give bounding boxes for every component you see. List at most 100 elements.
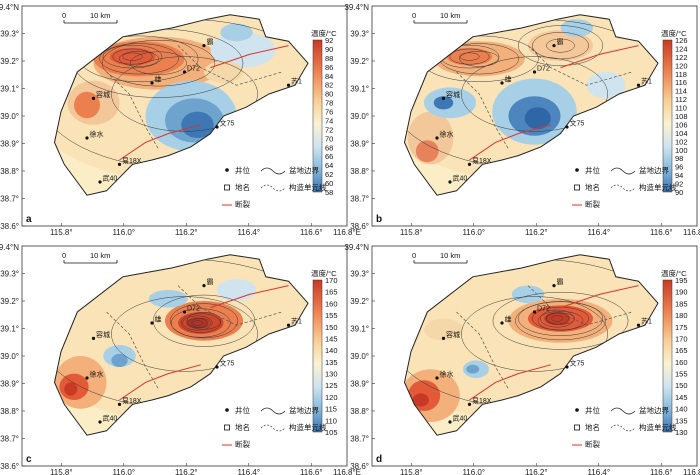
lon-tick-label: 116.6° [300, 468, 323, 475]
colour-bar-tick: 140 [325, 346, 338, 355]
lat-tick-label: 39.3° [350, 270, 369, 279]
lat-tick-label: 38.7° [350, 195, 369, 204]
colour-bar-tick: 170 [675, 334, 688, 343]
colour-bar-tick: 124 [675, 44, 688, 53]
well-marker [467, 402, 472, 406]
colour-bar [312, 279, 323, 433]
legend-tectonic: 构造单元线 [289, 182, 327, 192]
fault-line [560, 285, 639, 309]
place-label-ba: 霸 [207, 278, 214, 286]
legend-place: 地名 [585, 182, 600, 192]
place-label-rong: 容城 [446, 330, 460, 339]
well-marker [448, 180, 452, 184]
colour-bar-tick: 90 [325, 45, 333, 54]
place-label-rong: 容城 [96, 330, 110, 339]
colour-bar-tick: 135 [325, 358, 338, 367]
legend-tectonic-symbol [260, 184, 286, 192]
place-label-su1: 苏1 [641, 77, 652, 86]
lat-tick-label: 39.0° [350, 112, 369, 121]
contour-line [130, 51, 187, 75]
lat-tick-label: 39.0° [350, 352, 369, 361]
lat-tick-label: 39.3° [0, 30, 19, 39]
lon-end-label: 116.8°E [683, 228, 700, 237]
lon-tick-label: 115.8° [400, 468, 423, 475]
well-marker [85, 376, 89, 380]
place-label-wen75: 文75 [220, 359, 235, 368]
basin-boundary [403, 254, 659, 436]
colour-bar-tick: 62 [325, 170, 333, 179]
temperature-anomaly [217, 279, 256, 301]
legend-well-symbol [575, 408, 579, 412]
tectonic-unit-line [456, 71, 509, 150]
legend-boundary-symbol [260, 407, 286, 415]
contour-line [122, 52, 143, 61]
lat-tick-label: 38.9° [0, 140, 19, 149]
lat-tick-label: 38.9° [350, 380, 369, 389]
colour-bar-tick: 130 [325, 370, 338, 379]
legend-boundary: 盆地边界 [289, 405, 319, 415]
temperature-anomaly [424, 318, 463, 341]
colour-bar-tick: 108 [675, 112, 688, 121]
place-label-d72: D72 [537, 66, 550, 73]
panel-letter: b [376, 214, 382, 225]
well-marker [91, 336, 96, 340]
place-label-rong: 容城 [446, 90, 460, 99]
legend-boundary: 盆地边界 [639, 405, 669, 415]
scale-distance: 10 km [90, 251, 110, 260]
well-marker [91, 96, 96, 100]
contour-line [99, 43, 179, 75]
place-label-wen75: 文75 [570, 359, 585, 368]
colour-bar-tick: 58 [325, 188, 333, 197]
contour-line [537, 311, 584, 331]
lat-tick-label: 38.8° [0, 167, 19, 176]
colour-bar-top: 195 [675, 276, 688, 285]
lat-tick-label: 39.3° [350, 30, 369, 39]
colour-bar-tick: 118 [675, 70, 687, 79]
colour-bar-tick: 104 [675, 129, 688, 138]
lat-tick-label: 38.6° [0, 222, 19, 231]
contour-line [546, 38, 575, 53]
colour-bar-tick: 78 [325, 99, 333, 108]
legend-title: 温度/°C [311, 28, 337, 38]
lon-tick-label: 116.0° [462, 228, 485, 237]
place-label-xushui: 徐水 [90, 130, 104, 139]
lon-tick-label: 116.2° [175, 228, 198, 237]
place-label-su1: 苏1 [641, 317, 652, 326]
tectonic-unit-line [106, 71, 159, 150]
lon-tick-label: 116.4° [237, 228, 260, 237]
well-marker [85, 136, 89, 140]
colour-bar-tick: 68 [325, 143, 333, 152]
place-label-xushui: 徐水 [440, 130, 454, 139]
fault-line [469, 364, 551, 401]
legend-fault: 断裂 [235, 199, 250, 209]
well-marker [150, 321, 154, 325]
lat-tick-label: 38.7° [350, 435, 369, 444]
colour-bar-tick: 80 [325, 90, 333, 99]
colour-bar-tick: 90 [675, 188, 683, 197]
contour-line [111, 56, 258, 132]
contour-line [111, 296, 258, 372]
lon-tick-label: 115.8° [50, 468, 73, 475]
place-label-xiong: 雄 [505, 315, 512, 324]
lat-tick-label: 38.6° [350, 462, 369, 471]
well-marker [215, 125, 219, 129]
well-marker [552, 44, 556, 48]
colour-bar-tick: 145 [675, 393, 688, 402]
legend-title: 温度/°C [661, 28, 687, 38]
legend-tectonic: 构造单元线 [289, 422, 327, 432]
lon-tick-label: 115.8° [400, 228, 423, 237]
tectonic-unit-line [177, 285, 283, 326]
legend-place-symbol [224, 424, 230, 431]
well-marker [441, 336, 446, 340]
contour-line [102, 44, 163, 69]
basin-boundary [403, 14, 659, 196]
legend-well-symbol [575, 168, 579, 172]
place-label-xushui: 徐水 [90, 370, 104, 379]
lat-tick-label: 38.7° [0, 435, 19, 444]
legend-boundary: 盆地边界 [639, 165, 669, 175]
scale-distance: 10 km [90, 11, 110, 20]
well-marker [202, 284, 206, 288]
colour-bar-tick: 74 [325, 116, 333, 125]
well-marker [532, 70, 537, 74]
colour-bar-top: 92 [325, 36, 333, 45]
